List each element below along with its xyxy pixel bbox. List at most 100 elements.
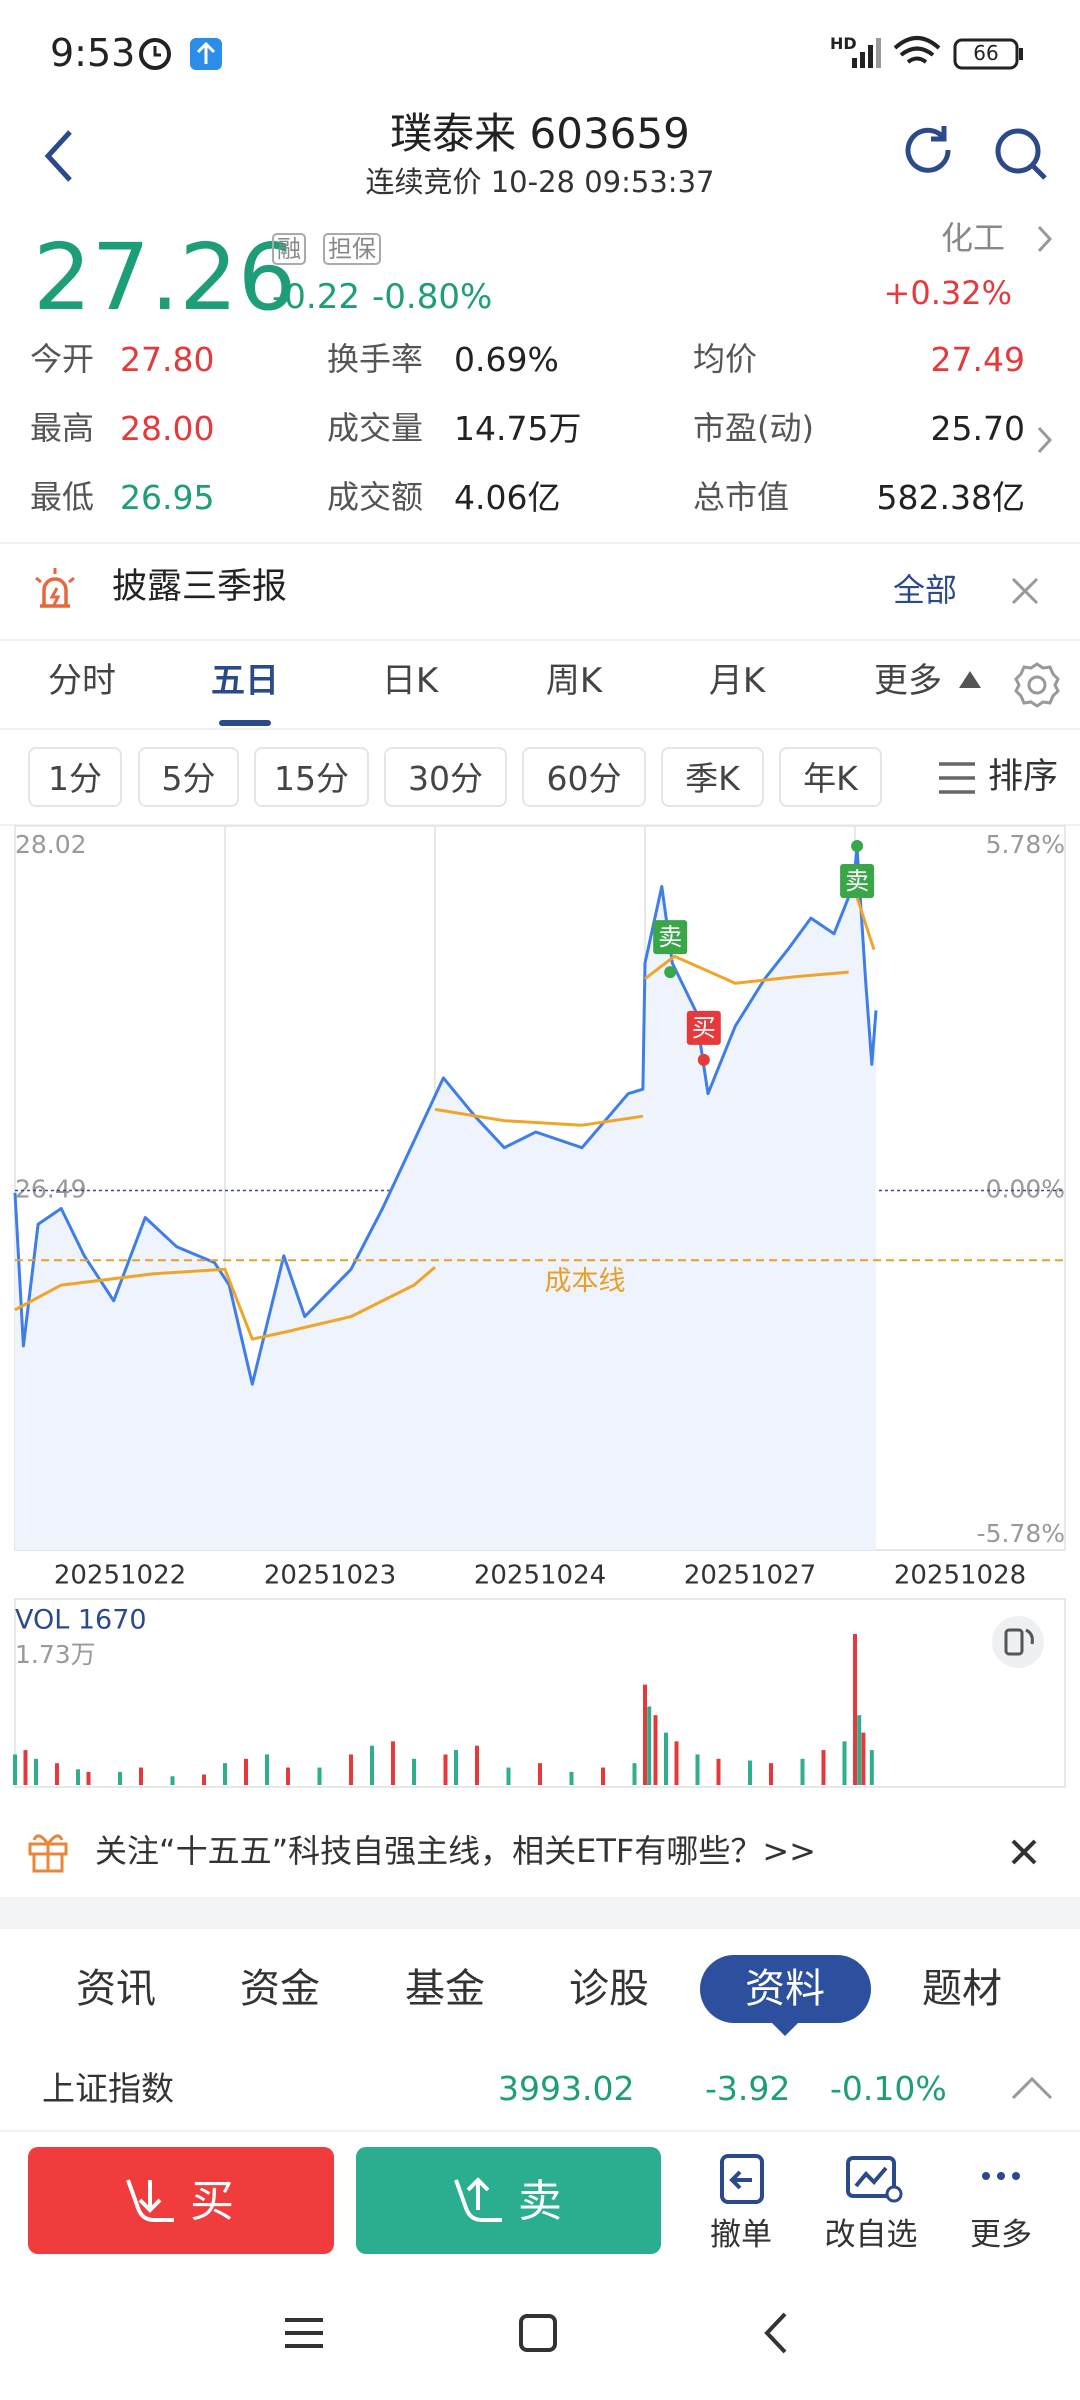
sell-button[interactable] — [356, 2147, 661, 2254]
stock-title: 璞泰来 603659 — [390, 109, 690, 158]
price-change: -0.22 — [272, 277, 360, 317]
average-line — [644, 954, 849, 985]
volume-bar — [842, 1741, 847, 1785]
buy-label[interactable]: 买 — [190, 2176, 234, 2227]
volume-bar — [202, 1774, 206, 1785]
x-tick-label: 20251023 — [264, 1561, 396, 1591]
stat-value: 14.75万 — [454, 409, 582, 448]
buy-button[interactable] — [28, 2147, 334, 2254]
sector-name[interactable]: 化工 — [940, 219, 1005, 257]
stat-value: 25.70 — [930, 409, 1025, 448]
close-button[interactable] — [1010, 576, 1040, 606]
volume-bar — [538, 1763, 542, 1785]
bottom-tab[interactable]: 资讯 — [76, 1966, 156, 2012]
volume-bar — [506, 1767, 511, 1785]
volume-bar — [265, 1754, 269, 1785]
tag: 担保 — [323, 233, 381, 265]
notice-text[interactable]: 披露三季报 — [112, 567, 288, 607]
tab[interactable]: 五日 — [211, 661, 279, 701]
tool-label[interactable]: 撤单 — [710, 2217, 772, 2253]
bottom-tab[interactable]: 诊股 — [569, 1966, 649, 2012]
more-caret — [959, 671, 981, 688]
sell-label[interactable]: 卖 — [518, 2176, 562, 2227]
sub-tab[interactable]: 季K — [661, 747, 764, 807]
volume-bar — [769, 1763, 773, 1785]
active-tab-pill — [700, 1955, 871, 2023]
stat-label: 最低 — [30, 478, 95, 516]
settings-icon[interactable] — [1012, 660, 1062, 710]
bottom-tab[interactable]: 基金 — [405, 1966, 485, 2012]
volume-bar — [821, 1750, 826, 1785]
volume-max-label: 1.73万 — [15, 1640, 96, 1669]
sub-tab[interactable]: 1分 — [28, 747, 122, 807]
bottom-tab[interactable]: 资金 — [240, 1966, 320, 2012]
stat-label: 成交额 — [327, 478, 424, 516]
header-icons[interactable] — [900, 124, 1050, 184]
volume-bar — [869, 1750, 874, 1785]
chevron — [1037, 225, 1053, 253]
signal-dot — [664, 966, 677, 979]
banner-text[interactable]: 关注“十五五”科技自强主线，相关ETF有哪些？>> — [95, 1832, 816, 1870]
bottom-tab[interactable]: 题材 — [922, 1966, 1002, 2012]
nav-bar[interactable] — [0, 2300, 1080, 2370]
sub-tab[interactable]: 5分 — [138, 747, 239, 807]
volume-bar — [800, 1758, 805, 1785]
volume-bar — [674, 1741, 679, 1785]
stat-value: 27.80 — [120, 340, 215, 379]
volume-bar — [391, 1741, 395, 1785]
volume-bar — [695, 1754, 700, 1785]
stat-label: 换手率 — [327, 340, 424, 378]
sub-tab[interactable]: 15分 — [254, 747, 369, 807]
volume-bar — [286, 1767, 290, 1785]
tab[interactable]: 更多 — [874, 661, 942, 701]
sub-tab[interactable]: 60分 — [522, 747, 646, 807]
signal-badge — [840, 864, 875, 898]
sell-icon — [454, 2177, 502, 2222]
volume-bar — [601, 1767, 605, 1785]
sub-tab[interactable]: 年K — [779, 747, 882, 807]
status-hd: HD — [830, 34, 857, 53]
status-icons — [139, 38, 222, 70]
expand-caret[interactable] — [1010, 2075, 1054, 2101]
volume-bar — [23, 1750, 28, 1785]
tab[interactable]: 日K — [381, 661, 439, 701]
last-price: 27.26 — [33, 224, 297, 331]
stat-value: 28.00 — [120, 409, 215, 448]
volume-bar — [475, 1745, 479, 1785]
volume-bar — [170, 1776, 175, 1785]
tool-icons — [720, 2154, 1020, 2204]
cost-line-label: 成本线 — [545, 1266, 626, 1297]
tag: 融 — [272, 233, 306, 265]
sort-label[interactable]: 排序 — [988, 757, 1059, 797]
stock-subtitle: 连续竞价 10-28 09:53:37 — [365, 165, 715, 199]
stat-value: 4.06亿 — [454, 478, 561, 517]
close-button[interactable] — [1010, 1838, 1038, 1866]
tab[interactable]: 分时 — [48, 661, 116, 701]
tab[interactable]: 周K — [545, 661, 603, 701]
stat-value: 26.95 — [120, 478, 215, 517]
notice-link[interactable]: 全部 — [893, 571, 958, 609]
volume-bar — [569, 1771, 574, 1785]
tool-label[interactable]: 改自选 — [824, 2217, 918, 2253]
sort-icon — [939, 762, 975, 794]
pill-pointer — [770, 2021, 800, 2036]
price-line — [13, 846, 878, 1386]
buy-icon — [126, 2179, 174, 2222]
tab[interactable]: 月K — [708, 661, 766, 701]
volume-bar — [861, 1732, 866, 1785]
index-name[interactable]: 上证指数 — [42, 2069, 174, 2108]
tool-label[interactable]: 更多 — [970, 2217, 1032, 2253]
sector-change: +0.32% — [883, 274, 1012, 312]
sub-tab[interactable]: 30分 — [384, 747, 507, 807]
bottom-tab[interactable]: 资料 — [745, 1966, 825, 2012]
notice-icon — [35, 568, 75, 608]
volume-label: VOL 1670 — [15, 1605, 147, 1636]
volume-bar — [443, 1754, 448, 1785]
stat-value: 27.49 — [930, 340, 1025, 379]
chevron — [1037, 426, 1053, 454]
price-change-pct: -0.80% — [372, 277, 493, 317]
back-button[interactable] — [40, 128, 80, 184]
y-tick-label: 28.02 — [15, 830, 87, 859]
signal-text: 卖 — [658, 923, 682, 951]
volume-bar — [853, 1634, 857, 1785]
